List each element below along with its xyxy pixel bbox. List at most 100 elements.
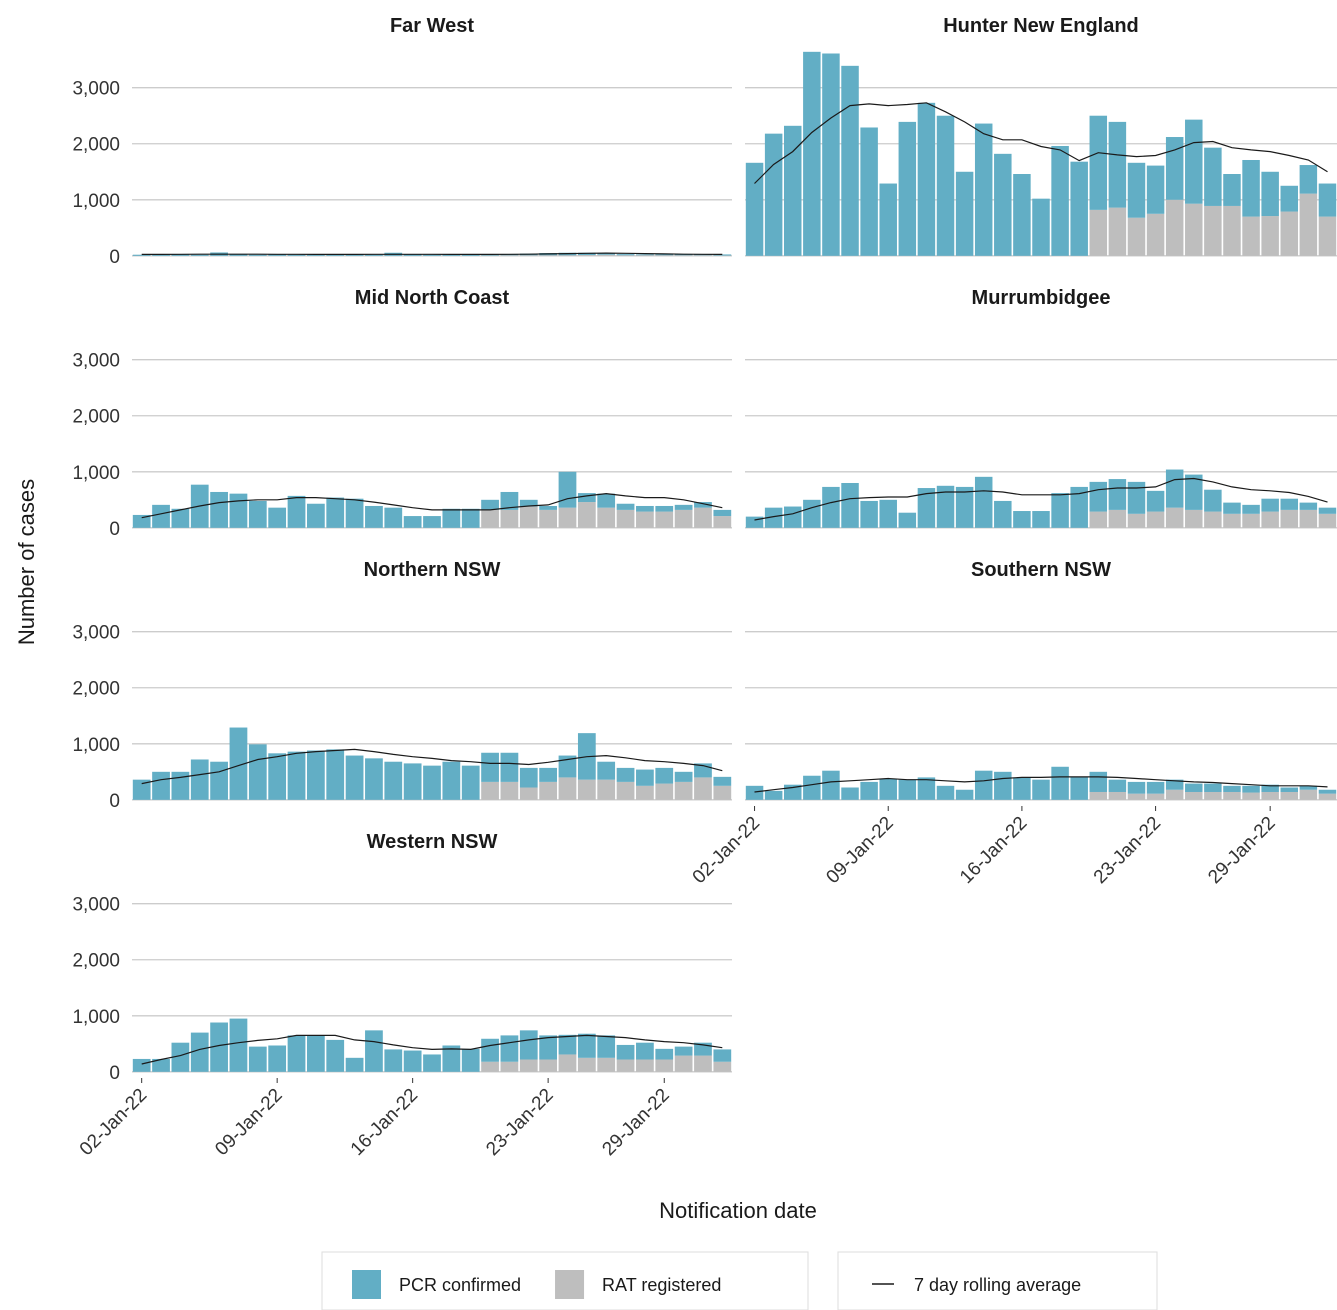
bar-segment <box>694 502 712 508</box>
bar-segment <box>1299 509 1318 528</box>
bar-segment <box>636 769 654 786</box>
rolling-average-line <box>754 477 1328 521</box>
bar-segment <box>1280 787 1299 792</box>
bar-segment <box>955 486 974 528</box>
bar-segment <box>974 123 993 256</box>
bar-segment <box>955 789 974 800</box>
bar-segment <box>1070 161 1088 256</box>
bar-segment <box>287 1035 306 1072</box>
bar-segment <box>423 1054 441 1072</box>
bar-segment <box>461 1048 480 1072</box>
legend-label: 7 day rolling average <box>914 1275 1081 1295</box>
bar-segment <box>1127 513 1146 528</box>
bar-segment <box>616 1059 635 1072</box>
y-tick-label: 2,000 <box>72 135 120 156</box>
bar-segment <box>539 505 558 510</box>
y-tick-label: 1,000 <box>72 1007 120 1028</box>
bar-segment <box>132 779 151 800</box>
bar-segment <box>917 102 936 256</box>
bar-segment <box>384 507 403 528</box>
legend-label: RAT registered <box>602 1275 721 1295</box>
x-tick-label: 16-Jan-22 <box>347 1085 422 1160</box>
bar-segment <box>423 765 441 800</box>
bar-segment <box>1013 511 1031 528</box>
bar-segment <box>1299 789 1318 800</box>
bar-segment <box>655 505 674 512</box>
bar-segment <box>841 65 859 256</box>
bar-segment <box>879 778 897 800</box>
x-tick-label: 09-Jan-22 <box>822 813 897 888</box>
bar-segment <box>423 254 441 256</box>
bar-segment <box>783 125 802 256</box>
bar-segment <box>248 744 267 800</box>
bar-segment <box>190 254 209 256</box>
bar-segment <box>1318 507 1337 514</box>
panel-title: Western NSW <box>367 831 498 853</box>
bar-segment <box>268 1045 287 1072</box>
bar-segment <box>190 759 209 800</box>
bar-segment <box>248 500 267 528</box>
x-tick-label: 29-Jan-22 <box>598 1085 673 1160</box>
bar-segment <box>655 511 674 528</box>
legend-box <box>837 1251 1158 1310</box>
panel-title: Northern NSW <box>364 559 501 581</box>
y-tick-label: 0 <box>109 247 120 268</box>
bar-segment <box>558 777 577 800</box>
bar-segment <box>1013 174 1031 256</box>
bar-segment <box>229 727 248 800</box>
bar-segment <box>713 1049 732 1062</box>
bar-segment <box>132 514 151 528</box>
bar-segment <box>500 752 519 782</box>
bar-segment <box>1299 785 1318 790</box>
bar-segment <box>519 506 538 528</box>
bar-segment <box>519 1059 538 1072</box>
bar-segment <box>1318 793 1337 800</box>
bar-segment <box>1051 493 1069 528</box>
bar-segment <box>1108 779 1127 792</box>
bar-segment <box>1318 513 1337 528</box>
y-tick-label: 1,000 <box>72 463 120 484</box>
y-axis-title: Number of cases <box>14 479 39 645</box>
bar-segment <box>345 498 364 528</box>
bar-segment <box>1223 513 1241 528</box>
y-tick-label: 3,000 <box>72 623 120 644</box>
x-tick-label: 16-Jan-22 <box>956 813 1031 888</box>
panel-title: Murrumbidgee <box>972 287 1111 309</box>
bar-segment <box>229 493 248 528</box>
x-tick-label: 29-Jan-22 <box>1204 813 1279 888</box>
bar-segment <box>210 491 228 528</box>
bar-segment <box>152 1058 170 1072</box>
bar-segment <box>519 787 538 800</box>
bar-segment <box>694 507 712 528</box>
bar-segment <box>655 1048 674 1060</box>
bar-segment <box>287 751 306 800</box>
bar-segment <box>841 787 859 800</box>
bar-segment <box>994 153 1012 256</box>
bar-segment <box>152 254 170 256</box>
bar-segment <box>190 1032 209 1072</box>
bar-segment <box>268 507 287 528</box>
bar-segment <box>1223 174 1241 206</box>
bar-segment <box>287 495 306 528</box>
bar-segment <box>539 255 558 256</box>
bar-segment <box>636 254 654 256</box>
bar-segment <box>461 765 480 800</box>
panel-title: Far West <box>390 15 474 37</box>
bar-segment <box>616 509 635 528</box>
bar-segment <box>974 770 993 800</box>
bar-segment <box>764 133 783 256</box>
bar-segment <box>764 790 783 800</box>
bar-segment <box>764 507 783 528</box>
bar-segment <box>822 770 840 800</box>
bar-segment <box>616 503 635 510</box>
bar-segment <box>519 255 538 256</box>
bar-segment <box>1242 785 1260 793</box>
bar-segment <box>210 761 228 800</box>
bar-segment <box>268 254 287 256</box>
bar-segment <box>442 254 461 256</box>
bar-segment <box>1280 509 1299 528</box>
y-tick-label: 3,000 <box>72 895 120 916</box>
bar-segment <box>1223 205 1241 256</box>
x-tick-label: 09-Jan-22 <box>211 1085 286 1160</box>
bar-segment <box>132 254 151 256</box>
